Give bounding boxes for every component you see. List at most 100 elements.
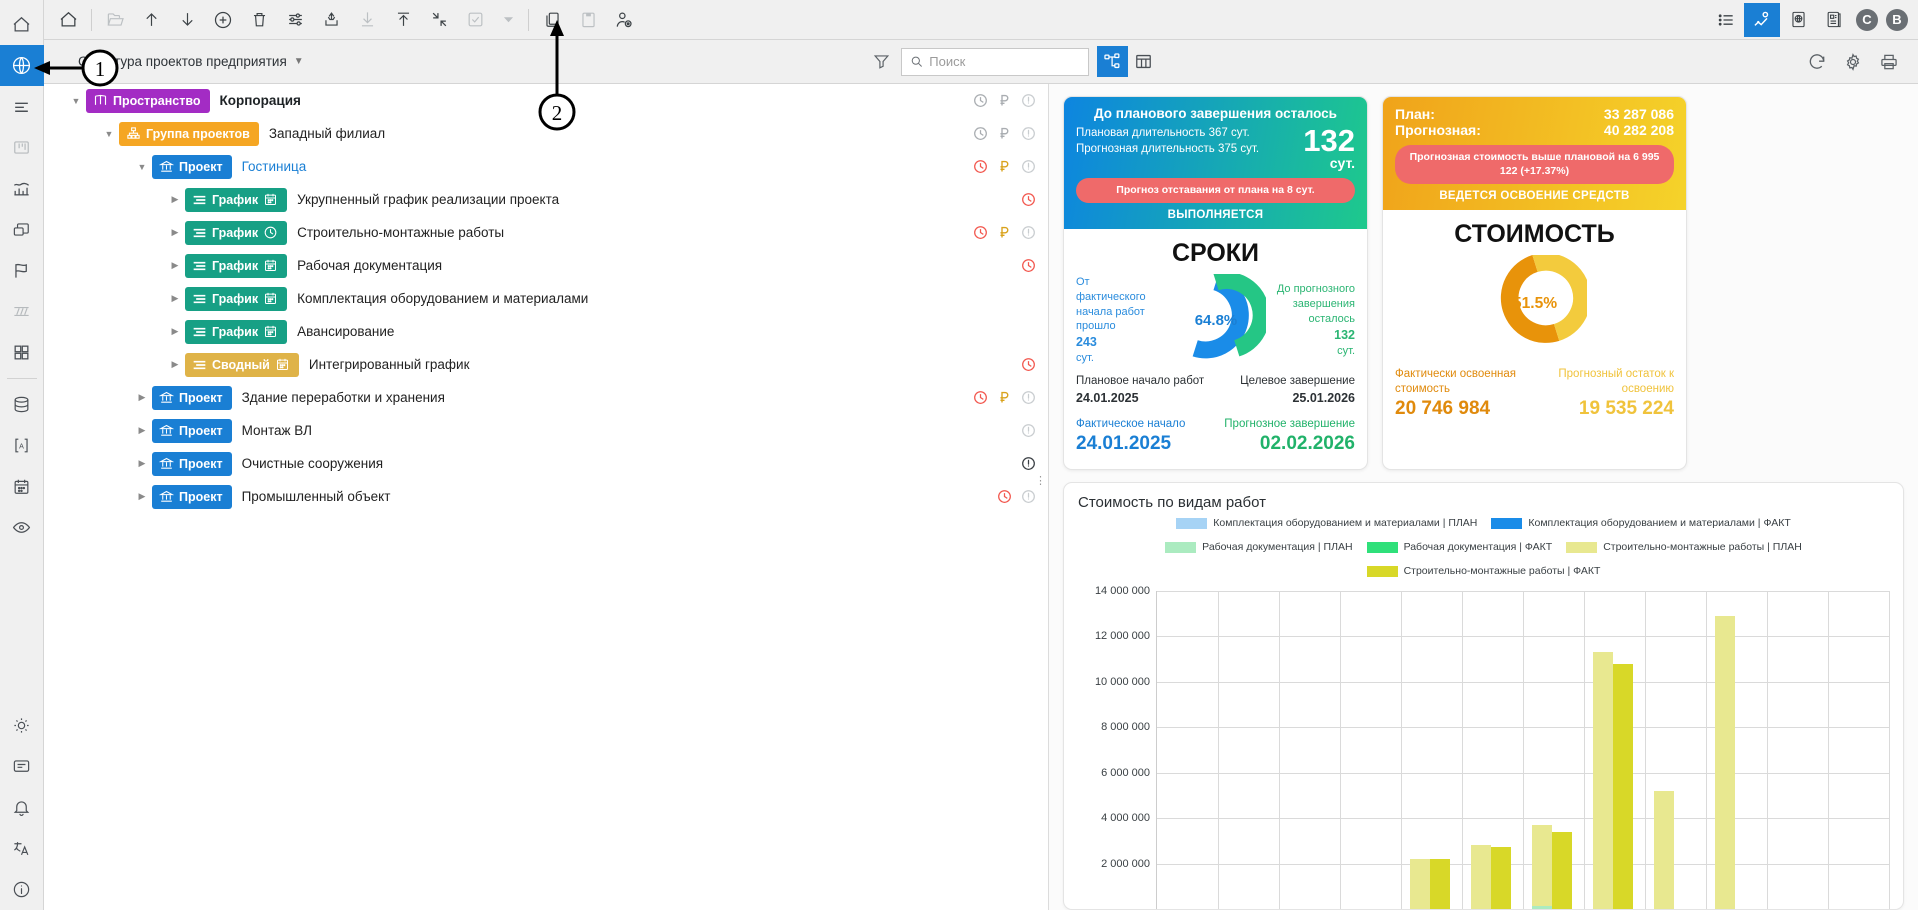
status-warning-icon[interactable] [1021, 159, 1036, 174]
chart-bar[interactable] [1531, 906, 1552, 909]
tree-row[interactable]: ▶ Проект Здание переработки и хранения [44, 381, 1048, 414]
chart-legend-item[interactable]: Рабочая документация | ФАКТ [1366, 541, 1552, 553]
status-clock-icon[interactable] [1021, 192, 1036, 207]
status-ruble-icon[interactable] [997, 126, 1012, 141]
chevron-down-icon[interactable]: ▼ [293, 56, 304, 67]
status-clock-icon[interactable] [973, 159, 988, 174]
collapse-all-icon[interactable] [421, 3, 457, 37]
refresh-icon[interactable] [1800, 45, 1834, 79]
tree-node-badge[interactable]: График [185, 187, 288, 212]
notifications-bell-icon[interactable] [0, 787, 44, 828]
chart-legend-item[interactable]: Строительно-монтажные работы | ПЛАН [1566, 541, 1802, 553]
chart-legend-item[interactable]: Комплектация оборудованием и материалами… [1491, 517, 1791, 529]
tree-node-badge[interactable]: Проект [152, 484, 232, 509]
status-warning-icon[interactable] [1021, 390, 1036, 405]
analytics-chart-icon[interactable] [1744, 2, 1780, 37]
chart-bar[interactable] [1551, 831, 1572, 909]
home-icon[interactable] [0, 4, 44, 45]
chart-bar[interactable] [1470, 845, 1491, 909]
status-warning-icon[interactable] [1021, 225, 1036, 240]
chart-bar[interactable] [1409, 859, 1430, 909]
tree-row[interactable]: ▶ График Комплектация оборудованием и мате… [44, 282, 1048, 315]
table-view-toggle[interactable] [1128, 46, 1159, 77]
checkbox-select-icon[interactable] [457, 3, 493, 37]
print-icon[interactable] [1872, 45, 1906, 79]
tree-row[interactable]: ▶ График Рабочая документация [44, 249, 1048, 282]
tree-row[interactable]: ▶ Проект Очистные сооружения [44, 447, 1048, 480]
text-bracket-a-icon[interactable]: A [0, 425, 44, 466]
report-document-icon[interactable] [1816, 3, 1852, 37]
gear-icon[interactable] [1836, 45, 1870, 79]
tree-expand-toggle[interactable]: ▼ [71, 95, 81, 106]
messages-icon[interactable] [0, 746, 44, 787]
settings-sliders-icon[interactable] [277, 3, 313, 37]
chart-bar[interactable] [1592, 652, 1613, 909]
tree-row[interactable]: ▶ Проект Промышленный объект [44, 480, 1048, 513]
paste-icon[interactable] [570, 3, 606, 37]
grid-apps-icon[interactable] [0, 332, 44, 373]
tree-node-badge[interactable]: График [185, 253, 288, 278]
language-translate-icon[interactable] [0, 828, 44, 869]
hatch-lines-icon[interactable] [0, 291, 44, 332]
tree-node-badge[interactable]: График [185, 220, 288, 245]
eye-visibility-icon[interactable] [0, 507, 44, 548]
tree-node-badge[interactable]: Проект [152, 154, 232, 179]
status-warning-icon[interactable] [1021, 126, 1036, 141]
tree-expand-toggle[interactable]: ▶ [171, 260, 179, 270]
tree-row[interactable]: ▼ Проект Гостиница [44, 150, 1048, 183]
arrow-down-icon[interactable] [169, 3, 205, 37]
tree-row[interactable]: ▼ Пространство Корпорация [44, 84, 1048, 117]
chart-legend-item[interactable]: Строительно-монтажные работы | ФАКТ [1366, 565, 1600, 577]
database-icon[interactable] [0, 384, 44, 425]
copy-icon[interactable] [534, 3, 570, 37]
status-warning-icon[interactable] [1021, 489, 1036, 504]
status-clock-icon[interactable] [973, 126, 988, 141]
tree-node-badge[interactable]: Группа проектов [119, 121, 259, 146]
tree-expand-toggle[interactable]: ▶ [171, 326, 179, 336]
sidebar-item-structure-globe[interactable] [0, 45, 44, 86]
tree-row[interactable]: ▶ График Укрупненный график реализации про… [44, 183, 1048, 216]
folder-open-icon[interactable] [97, 3, 133, 37]
button-b[interactable]: B [1882, 3, 1912, 37]
delete-trash-icon[interactable] [241, 3, 277, 37]
bar-chart-trend-icon[interactable] [0, 168, 44, 209]
status-clock-icon[interactable] [973, 390, 988, 405]
status-ruble-icon[interactable] [997, 159, 1012, 174]
tree-expand-toggle[interactable]: ▼ [137, 161, 147, 172]
tree-node-badge[interactable]: Проект [152, 418, 232, 443]
chart-bar[interactable] [1490, 846, 1511, 909]
arrow-up-icon[interactable] [133, 3, 169, 37]
tree-row[interactable]: ▶ Сводный Интегрированный график [44, 348, 1048, 381]
tree-node-badge[interactable]: График [185, 319, 288, 344]
panel-resize-handle[interactable]: ⋮ [1035, 475, 1046, 487]
status-warning-icon[interactable] [1021, 93, 1036, 108]
info-help-icon[interactable] [0, 869, 44, 910]
status-ruble-icon[interactable] [997, 93, 1012, 108]
chart-bar[interactable] [1531, 824, 1552, 909]
button-c[interactable]: C [1852, 3, 1882, 37]
list-lines-icon[interactable] [0, 86, 44, 127]
download-icon[interactable] [349, 3, 385, 37]
tree-row[interactable]: ▼ Группа проектов Западный филиал [44, 117, 1048, 150]
import-into-box-icon[interactable] [313, 3, 349, 37]
tree-view-toggle[interactable] [1097, 46, 1128, 77]
status-clock-icon[interactable] [1021, 258, 1036, 273]
chart-bar[interactable] [1429, 859, 1450, 909]
tree-expand-toggle[interactable]: ▶ [171, 293, 179, 303]
tree-node-badge[interactable]: Проект [152, 385, 232, 410]
chart-legend-item[interactable]: Рабочая документация | ПЛАН [1165, 541, 1353, 553]
tree-row[interactable]: ▶ График Строительно-монтажные работы [44, 216, 1048, 249]
upload-icon[interactable] [385, 3, 421, 37]
tree-row[interactable]: ▶ Проект Монтаж ВЛ [44, 414, 1048, 447]
globe-document-icon[interactable] [1780, 3, 1816, 37]
user-settings-icon[interactable] [606, 3, 642, 37]
tree-expand-toggle[interactable]: ▶ [171, 194, 179, 204]
tree-node-badge[interactable]: Сводный [185, 352, 299, 377]
tree-node-badge[interactable]: Пространство [86, 88, 210, 113]
tree-row[interactable]: ▶ График Авансирование [44, 315, 1048, 348]
calendar-icon[interactable] [0, 466, 44, 507]
tree-node-badge[interactable]: График [185, 286, 288, 311]
status-ruble-icon[interactable] [997, 390, 1012, 405]
tree-expand-toggle[interactable]: ▶ [138, 458, 146, 468]
status-warning-icon[interactable] [1021, 456, 1036, 471]
